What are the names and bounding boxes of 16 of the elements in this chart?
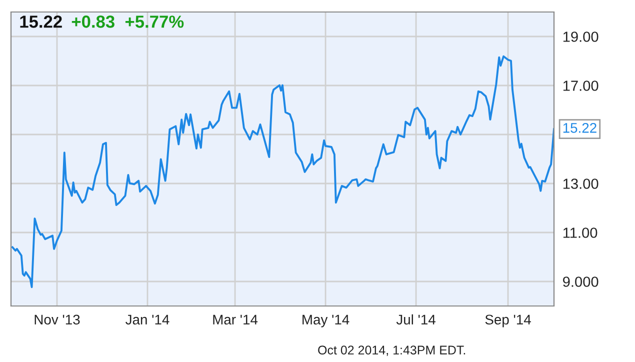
chart-subtitle: +0.83 +5.77% bbox=[72, 16, 184, 28]
x-tick-label: May '14 bbox=[302, 314, 350, 328]
annotation: 15.22 bbox=[563, 123, 596, 133]
x-tick-label: Jul '14 bbox=[396, 314, 436, 325]
y-tick-label: 19.00 bbox=[563, 32, 598, 42]
text: Oct 02 2014, 1:43PM EDT. bbox=[318, 346, 466, 356]
y-tick-label: 9.000 bbox=[563, 276, 598, 287]
x-tick-label: Nov '13 bbox=[34, 314, 80, 325]
x-tick-label: Sep '14 bbox=[485, 314, 531, 328]
chart-title: 15.22 bbox=[20, 16, 62, 28]
y-tick-label: 11.00 bbox=[563, 228, 598, 238]
y-tick-label: 13.00 bbox=[563, 178, 598, 189]
x-tick-label: Jan '14 bbox=[126, 314, 170, 325]
x-tick-label: Mar '14 bbox=[213, 314, 258, 325]
y-tick-label: 17.00 bbox=[563, 80, 598, 91]
line-series bbox=[12, 55, 554, 288]
